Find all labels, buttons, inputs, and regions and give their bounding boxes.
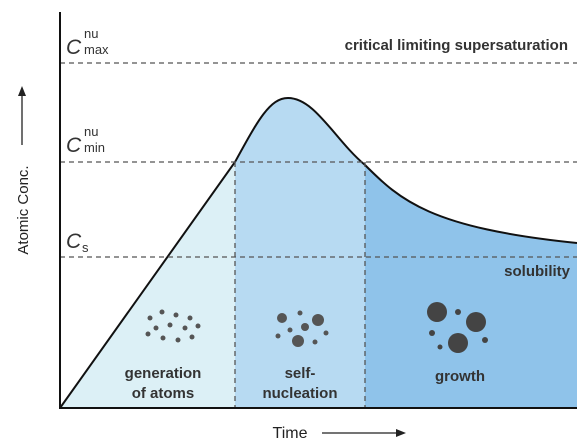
level-symbol: C: [66, 36, 82, 59]
level-label: solubility: [504, 263, 570, 280]
region-label: generation: [125, 365, 202, 382]
level-symbol: C: [66, 230, 82, 253]
level-sub: max: [84, 42, 109, 57]
region-label: nucleation: [262, 385, 337, 402]
x-axis-label: Time: [273, 425, 308, 442]
level-label: critical limiting supersaturation: [345, 37, 568, 54]
level-symbol: C: [66, 134, 82, 157]
level-sub: min: [84, 140, 105, 155]
level-sup: nu: [84, 26, 98, 41]
y-arrow-head: [18, 86, 26, 96]
region-label: growth: [435, 368, 485, 385]
lamer-diagram: C nu max critical limiting supersaturati…: [0, 0, 577, 444]
y-axis-label: Atomic Conc.: [15, 165, 32, 254]
level-sub: s: [82, 240, 89, 255]
level-sup: nu: [84, 124, 98, 139]
region-label: of atoms: [132, 385, 195, 402]
regions-fill: [60, 0, 577, 408]
x-arrow-head: [396, 429, 406, 437]
region-label: self-: [285, 365, 316, 382]
